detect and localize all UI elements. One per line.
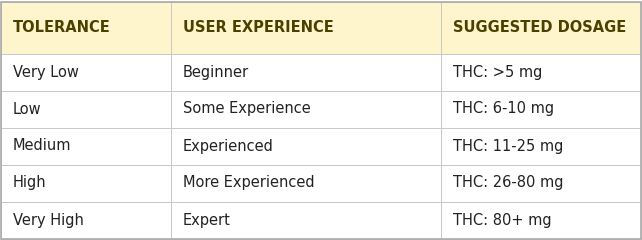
- Bar: [171, 1, 441, 54]
- Text: Medium: Medium: [13, 138, 71, 154]
- Text: High: High: [13, 175, 47, 191]
- Bar: [1, 202, 171, 239]
- Text: Expert: Expert: [183, 212, 231, 228]
- Bar: [1, 54, 171, 90]
- Bar: [441, 90, 641, 127]
- Text: Beginner: Beginner: [183, 65, 249, 79]
- Text: Very High: Very High: [13, 212, 84, 228]
- Text: THC: 26-80 mg: THC: 26-80 mg: [453, 175, 564, 191]
- Bar: [171, 90, 441, 127]
- Text: More Experienced: More Experienced: [183, 175, 315, 191]
- Bar: [441, 127, 641, 164]
- Bar: [441, 164, 641, 202]
- Bar: [1, 1, 171, 54]
- Bar: [1, 164, 171, 202]
- Bar: [171, 164, 441, 202]
- Bar: [171, 127, 441, 164]
- Text: THC: 11-25 mg: THC: 11-25 mg: [453, 138, 564, 154]
- Text: THC: >5 mg: THC: >5 mg: [453, 65, 542, 79]
- Text: Very Low: Very Low: [13, 65, 79, 79]
- Bar: [441, 1, 641, 54]
- Text: TOLERANCE: TOLERANCE: [13, 20, 111, 35]
- Text: Experienced: Experienced: [183, 138, 274, 154]
- Text: SUGGESTED DOSAGE: SUGGESTED DOSAGE: [453, 20, 626, 35]
- Text: Some Experience: Some Experience: [183, 102, 311, 116]
- Bar: [171, 54, 441, 90]
- Text: Low: Low: [13, 102, 42, 116]
- Bar: [1, 90, 171, 127]
- Bar: [171, 202, 441, 239]
- Text: THC: 80+ mg: THC: 80+ mg: [453, 212, 551, 228]
- Text: USER EXPERIENCE: USER EXPERIENCE: [183, 20, 334, 35]
- Bar: [441, 202, 641, 239]
- Bar: [1, 127, 171, 164]
- Text: THC: 6-10 mg: THC: 6-10 mg: [453, 102, 554, 116]
- Bar: [441, 54, 641, 90]
